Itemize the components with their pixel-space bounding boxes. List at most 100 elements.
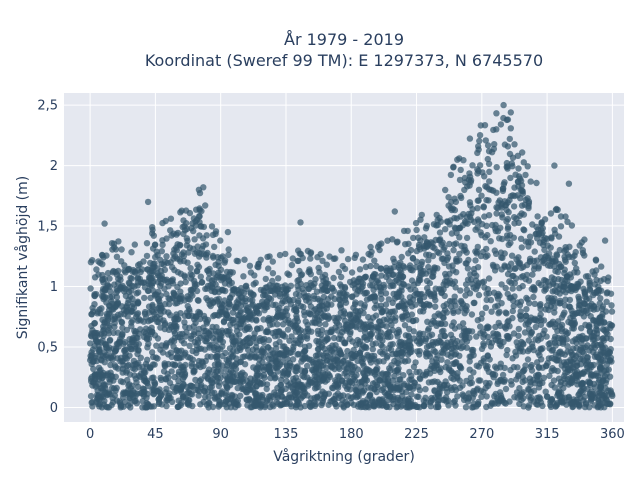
data-point	[201, 393, 209, 401]
data-point	[191, 236, 198, 243]
data-point	[237, 309, 244, 316]
data-point	[538, 316, 545, 324]
data-point	[322, 321, 329, 328]
data-point	[562, 361, 570, 368]
data-point	[338, 247, 345, 254]
data-point	[503, 310, 510, 317]
x-tick-label: 360	[600, 427, 625, 442]
data-point	[474, 197, 481, 204]
data-point	[390, 271, 397, 278]
data-point	[140, 373, 148, 381]
data-point	[113, 345, 120, 352]
data-point	[163, 290, 170, 298]
data-point	[555, 233, 563, 240]
data-point	[579, 247, 586, 254]
data-point	[477, 359, 485, 366]
data-point	[419, 372, 427, 379]
data-point	[463, 377, 470, 385]
data-point	[143, 252, 151, 260]
data-point	[386, 277, 393, 285]
data-point	[158, 248, 165, 255]
data-point	[147, 294, 154, 302]
data-point	[279, 343, 286, 350]
data-point	[456, 250, 463, 258]
data-point	[408, 391, 415, 398]
data-point	[283, 363, 291, 370]
data-point	[551, 309, 558, 316]
data-point	[553, 282, 560, 290]
data-point	[491, 393, 498, 400]
data-point	[195, 297, 202, 304]
data-point	[249, 385, 257, 393]
data-point	[435, 337, 443, 345]
data-point	[298, 358, 305, 365]
data-point	[595, 283, 602, 290]
data-point	[486, 178, 493, 185]
data-point	[175, 371, 182, 378]
data-point	[475, 291, 483, 299]
x-tick-label: 135	[274, 427, 299, 442]
data-point	[448, 374, 455, 381]
data-point	[461, 310, 468, 317]
data-point	[359, 256, 367, 263]
data-point	[493, 330, 500, 338]
data-point	[426, 280, 433, 287]
data-point	[157, 307, 164, 314]
data-point	[160, 368, 168, 375]
data-point	[542, 388, 549, 395]
data-point	[119, 331, 126, 338]
data-point	[174, 382, 181, 389]
data-point	[446, 221, 453, 228]
data-point	[134, 300, 141, 307]
data-point	[377, 265, 385, 272]
data-point	[551, 226, 558, 233]
data-point	[513, 376, 520, 383]
data-point	[219, 275, 227, 282]
data-point	[540, 374, 548, 381]
data-point	[556, 297, 564, 304]
data-point	[108, 306, 116, 313]
data-point	[445, 263, 453, 270]
data-point	[564, 329, 572, 337]
data-point	[389, 236, 396, 243]
data-point	[502, 385, 510, 393]
data-point	[474, 385, 481, 392]
data-point	[504, 215, 512, 223]
data-point	[608, 322, 616, 329]
data-point	[515, 165, 522, 172]
data-point	[259, 359, 266, 366]
data-point	[504, 290, 511, 298]
data-point	[423, 343, 431, 351]
data-point	[456, 384, 464, 391]
data-point	[489, 400, 496, 407]
data-point	[339, 396, 346, 404]
data-point	[344, 347, 351, 355]
data-point	[269, 321, 276, 328]
data-point	[422, 350, 430, 357]
data-point	[260, 354, 267, 361]
data-point	[223, 356, 230, 364]
data-point	[214, 254, 221, 261]
data-point	[469, 206, 476, 213]
data-point	[398, 253, 405, 261]
data-point	[321, 338, 329, 345]
data-point	[591, 271, 598, 278]
data-point	[88, 351, 96, 359]
data-point	[515, 325, 522, 333]
data-point	[282, 351, 290, 358]
data-point	[371, 257, 378, 264]
data-point	[249, 291, 257, 298]
data-point	[440, 396, 447, 404]
data-point	[422, 386, 429, 393]
data-point	[181, 373, 188, 380]
data-point	[363, 367, 370, 374]
y-tick-label: 1,5	[37, 220, 58, 235]
data-point	[335, 296, 343, 303]
data-point	[287, 282, 295, 289]
data-point	[571, 259, 578, 267]
data-point	[196, 232, 203, 239]
data-point	[464, 265, 472, 272]
data-point	[504, 143, 512, 150]
data-point	[276, 251, 284, 259]
data-point	[410, 234, 417, 242]
